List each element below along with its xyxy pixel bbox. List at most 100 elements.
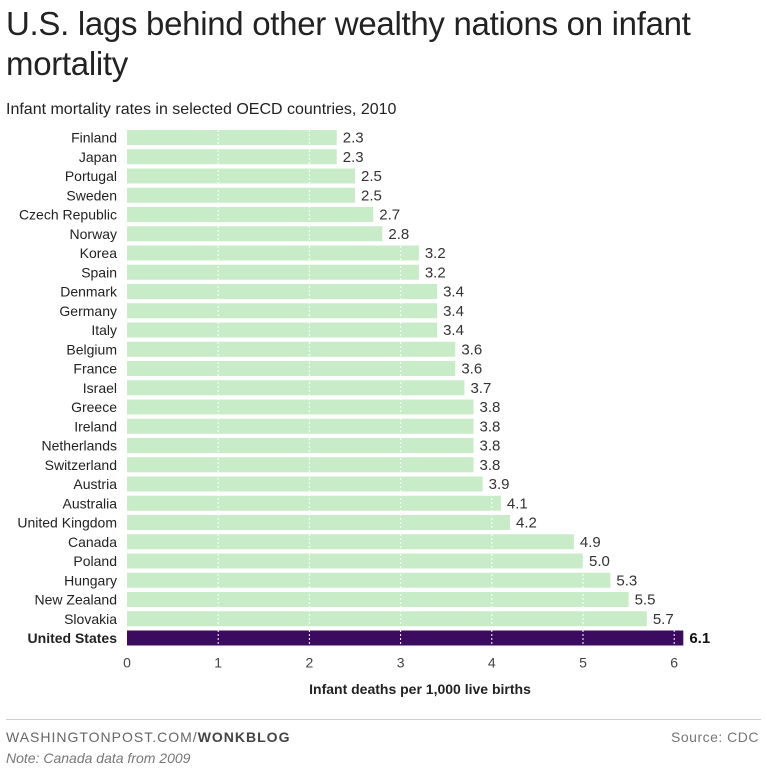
category-label-spain: Spain: [81, 264, 117, 280]
category-label-australia: Australia: [63, 495, 118, 511]
category-label-greece: Greece: [71, 399, 117, 415]
category-label-czech-republic: Czech Republic: [19, 207, 117, 223]
x-tick-label-3: 3: [397, 655, 405, 671]
value-label-portugal: 2.5: [361, 168, 382, 185]
category-label-netherlands: Netherlands: [42, 438, 118, 454]
bar-portugal: [127, 168, 355, 184]
value-label-canada: 4.9: [580, 534, 601, 551]
category-label-italy: Italy: [91, 322, 117, 338]
category-label-japan: Japan: [79, 149, 117, 165]
note-text: Note: Canada data from 2009: [6, 750, 191, 766]
bar-czech-republic: [127, 207, 374, 222]
bar-germany: [127, 303, 438, 319]
value-label-israel: 3.7: [470, 380, 491, 397]
category-label-sweden: Sweden: [66, 187, 117, 203]
category-label-norway: Norway: [70, 226, 117, 242]
bar-ireland: [127, 418, 474, 434]
value-label-netherlands: 3.8: [480, 438, 501, 455]
bar-australia: [127, 495, 501, 511]
value-label-poland: 5.0: [589, 553, 610, 570]
bar-belgium: [127, 341, 456, 357]
category-label-finland: Finland: [71, 130, 117, 146]
value-label-korea: 3.2: [425, 245, 446, 262]
value-label-germany: 3.4: [443, 303, 464, 320]
gridlines: [217, 130, 675, 646]
bar-italy: [127, 322, 438, 338]
bar-korea: [127, 245, 419, 261]
category-label-france: France: [73, 361, 117, 377]
source-text: Source: CDC: [671, 729, 759, 745]
value-label-denmark: 3.4: [443, 284, 464, 301]
bar-united-kingdom: [127, 515, 511, 530]
value-label-switzerland: 3.8: [480, 457, 501, 474]
value-label-slovakia: 5.7: [653, 611, 674, 628]
x-tick-label-1: 1: [214, 655, 222, 671]
x-axis-label: Infant deaths per 1,000 live births: [309, 681, 531, 697]
chart-subtitle: Infant mortality rates in selected OECD …: [6, 101, 397, 118]
category-label-belgium: Belgium: [66, 341, 117, 357]
bar-greece: [127, 399, 474, 415]
value-labels: 2.3 2.3 2.5 2.5 2.7 2.8 3.2 3.2 3.4 3.4 3.4 3.6 3.6 3…: [343, 130, 710, 648]
value-label-spain: 3.2: [425, 264, 446, 281]
bar-finland: [127, 130, 337, 145]
category-label-germany: Germany: [59, 303, 117, 319]
category-label-korea: Korea: [80, 245, 118, 261]
value-label-norway: 2.8: [388, 226, 409, 243]
bar-poland: [127, 553, 583, 569]
bar-chart: Finland Japan Portugal Sweden Czech Republic…: [17, 130, 710, 698]
category-label-slovakia: Slovakia: [64, 611, 117, 627]
category-label-poland: Poland: [73, 553, 117, 569]
category-label-united-kingdom: United Kingdom: [17, 515, 117, 531]
bar-united-states: [127, 630, 684, 646]
category-label-switzerland: Switzerland: [45, 457, 117, 473]
value-label-france: 3.6: [461, 361, 482, 378]
x-tick-label-2: 2: [306, 655, 314, 671]
bar-slovakia: [127, 611, 647, 627]
category-labels: Finland Japan Portugal Sweden Czech Republic…: [17, 130, 118, 647]
value-label-finland: 2.3: [343, 130, 364, 147]
category-label-united-states: United States: [28, 630, 118, 646]
value-label-united-states: 6.1: [689, 630, 710, 647]
bar-japan: [127, 149, 337, 165]
value-label-austria: 3.9: [489, 476, 510, 493]
category-label-new-zealand: New Zealand: [35, 592, 118, 608]
value-label-japan: 2.3: [343, 149, 364, 166]
bar-austria: [127, 476, 483, 492]
value-label-australia: 4.1: [507, 495, 528, 512]
bar-switzerland: [127, 457, 474, 473]
x-axis-ticks: 0 1 2 3 4 5 6: [123, 655, 678, 671]
x-tick-label-0: 0: [123, 655, 131, 671]
x-tick-label-6: 6: [670, 655, 678, 671]
value-label-new-zealand: 5.5: [635, 592, 656, 609]
bar-canada: [127, 534, 574, 550]
value-label-united-kingdom: 4.2: [516, 515, 537, 532]
bars-layer: [127, 130, 684, 646]
value-label-ireland: 3.8: [480, 418, 501, 435]
value-label-czech-republic: 2.7: [379, 207, 400, 224]
credit-site: WASHINGTONPOST.COM/: [6, 729, 198, 745]
x-tick-label-5: 5: [579, 655, 587, 671]
value-label-belgium: 3.6: [461, 341, 482, 358]
category-label-portugal: Portugal: [65, 168, 117, 184]
bar-netherlands: [127, 438, 474, 453]
category-label-denmark: Denmark: [60, 284, 118, 300]
value-label-italy: 3.4: [443, 322, 464, 339]
category-label-israel: Israel: [83, 380, 117, 396]
bar-spain: [127, 264, 419, 280]
category-label-ireland: Ireland: [74, 418, 117, 434]
category-label-canada: Canada: [68, 534, 117, 550]
footer-divider: [6, 719, 761, 720]
x-tick-label-4: 4: [488, 655, 496, 671]
chart-title: U.S. lags behind other wealthy nations o…: [6, 5, 691, 82]
credit-line: WASHINGTONPOST.COM/WONKBLOG: [6, 729, 290, 745]
bar-france: [127, 361, 456, 376]
bar-denmark: [127, 284, 438, 299]
bar-new-zealand: [127, 592, 629, 607]
bar-sweden: [127, 187, 355, 203]
credit-blog: WONKBLOG: [197, 729, 291, 745]
value-label-sweden: 2.5: [361, 187, 382, 204]
bar-norway: [127, 226, 383, 242]
category-label-austria: Austria: [73, 476, 117, 492]
value-label-greece: 3.8: [480, 399, 501, 416]
bar-israel: [127, 380, 465, 396]
